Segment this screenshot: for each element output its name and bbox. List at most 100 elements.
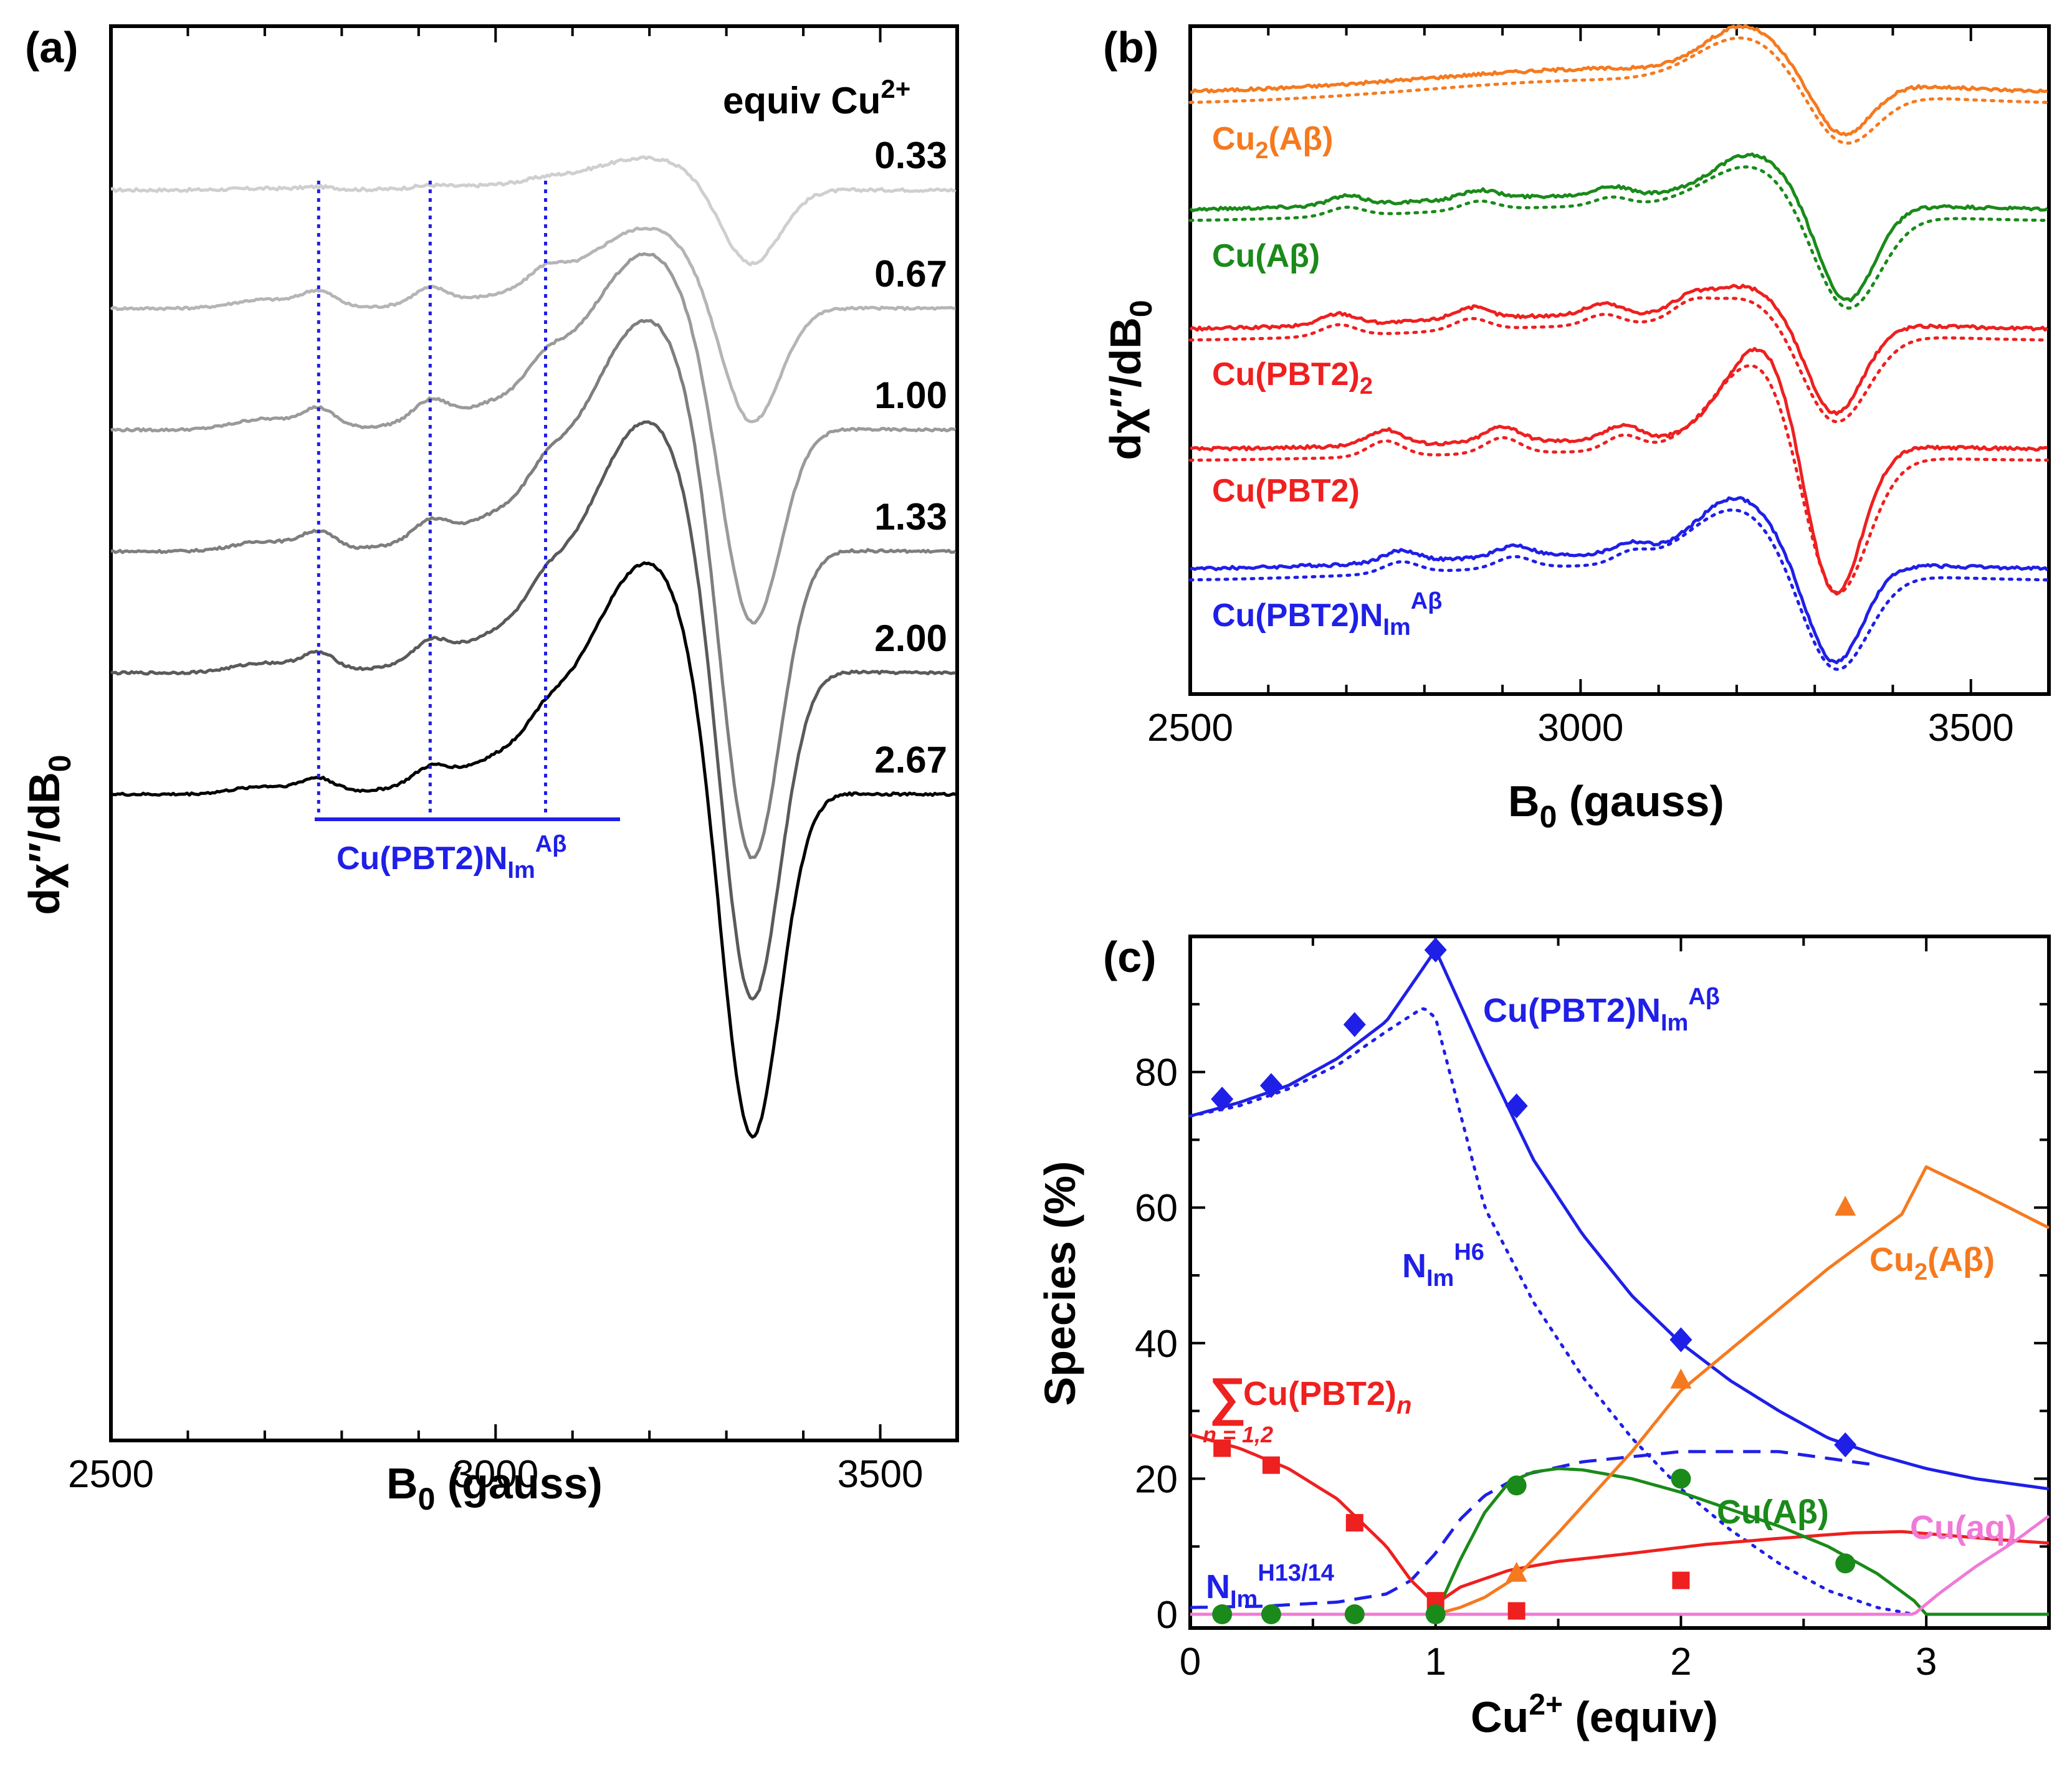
species-bracket-label: Cu(PBT2)NImAβ — [337, 831, 566, 883]
label-cu-pbt2-nim-b: Cu(PBT2)NImAβ — [1212, 588, 1442, 640]
a-equiv-label-1.33: 1.33 — [874, 496, 947, 538]
label-cu2-abeta-b: Cu2(Aβ) — [1212, 121, 1333, 164]
panel-c-ylabel: Species (%) — [1036, 1161, 1084, 1406]
panel-a-frame — [109, 24, 959, 1442]
panel-c-frame — [1188, 935, 2051, 1630]
c-point-3-0 — [1506, 1561, 1527, 1582]
c-ytick-label-60: 60 — [1135, 1187, 1178, 1230]
label-nim-h13-14: NImH13/14 — [1206, 1560, 1334, 1612]
label-cu-pbt2-b: Cu(PBT2) — [1212, 473, 1360, 509]
panel-a-label: (a) — [25, 23, 79, 72]
b-spectrum-0 — [1190, 24, 2048, 137]
c-point-2-3 — [1425, 1604, 1446, 1624]
c-curve-4 — [1434, 1467, 2049, 1616]
panel-a-xlabel: B0 (gauss) — [386, 1459, 603, 1516]
a-spectrum-2.00 — [110, 420, 956, 1001]
panel-b-ticks: 2500 3000 3500 — [1147, 26, 2050, 750]
b-spectrum-fit-3 — [1188, 364, 2049, 594]
a-spectrum-1.00 — [110, 252, 957, 625]
panel-b-ylabel: dχ″/dB0 — [1101, 300, 1158, 460]
a-spectrum-2.67 — [110, 561, 957, 1139]
panel-c-xlabel: Cu2+ (equiv) — [1471, 1688, 1718, 1741]
b-xtick-label-3000: 3000 — [1537, 707, 1623, 750]
panel-b-frame — [1188, 24, 2051, 696]
c-point-1-4 — [1507, 1602, 1525, 1620]
panel-a-ticks: 2500 3000 3500 — [68, 26, 958, 1496]
b-spectrum-fit-4 — [1188, 508, 2049, 671]
c-xtick-label-0: 0 — [1180, 1640, 1201, 1683]
c-point-1-0 — [1213, 1439, 1231, 1457]
panel-a-marker-lines — [317, 181, 548, 819]
c-curve-3 — [1190, 1433, 2050, 1606]
panel-a-equiv-labels: 0.33 0.67 1.00 1.33 2.00 2.67 — [874, 135, 947, 781]
c-point-1-1 — [1262, 1456, 1280, 1474]
c-point-0-4 — [1505, 1093, 1528, 1118]
panel-c-curves — [1188, 949, 2050, 1616]
panel-a: (a) 2500 3000 3500 equiv Cu2+ 0.33 0.67 1.00… — [20, 23, 959, 1516]
c-xtick-label-1: 1 — [1425, 1640, 1446, 1683]
label-cu-aq: Cu(aq) — [1910, 1509, 2017, 1546]
panel-c-points — [1211, 937, 1857, 1624]
c-point-0-3 — [1424, 937, 1447, 963]
label-cu-abeta-c: Cu(Aβ) — [1717, 1493, 1829, 1531]
a-xtick-label-2500: 2500 — [68, 1453, 154, 1496]
c-point-0-0 — [1211, 1087, 1234, 1112]
label-cu2-abeta-c: Cu2(Aβ) — [1869, 1241, 1995, 1285]
c-point-0-5 — [1669, 1327, 1692, 1353]
a-equiv-label-0.33: 0.33 — [874, 135, 947, 176]
c-point-1-2 — [1345, 1514, 1363, 1532]
c-curve-6 — [1190, 1515, 2050, 1616]
c-point-2-1 — [1261, 1604, 1281, 1624]
b-spectrum-2 — [1189, 283, 2049, 416]
label-sum-cu-pbt2-n: ∑ Cu(PBT2)n n = 1,2 — [1203, 1367, 1411, 1447]
panel-b-spectra — [1188, 24, 2049, 671]
c-point-2-6 — [1835, 1553, 1856, 1574]
a-equiv-label-1.00: 1.00 — [874, 374, 947, 416]
a-spectrum-1.33 — [110, 318, 957, 860]
b-spectrum-fit-2 — [1188, 296, 2049, 424]
a-spectrum-0.67 — [110, 226, 956, 424]
b-spectrum-3 — [1190, 346, 2048, 596]
c-ytick-label-0: 0 — [1157, 1594, 1178, 1637]
b-spectrum-4 — [1190, 496, 2049, 665]
c-point-0-1 — [1259, 1073, 1282, 1098]
panel-c-label: (c) — [1103, 933, 1157, 981]
label-cu-pbt2-2-b: Cu(PBT2)2 — [1212, 356, 1373, 399]
c-point-2-5 — [1671, 1468, 1691, 1489]
c-point-3-2 — [1835, 1196, 1856, 1216]
c-xtick-label-3: 3 — [1916, 1640, 1937, 1683]
label-cu-abeta-b: Cu(Aβ) — [1212, 238, 1320, 274]
a-xtick-label-3000: 3000 — [452, 1453, 538, 1496]
equiv-header: equiv Cu2+ — [723, 74, 910, 121]
a-equiv-label-2.00: 2.00 — [874, 617, 947, 659]
c-xtick-label-2: 2 — [1670, 1640, 1691, 1683]
a-xtick-label-3500: 3500 — [838, 1453, 924, 1496]
b-xtick-label-2500: 2500 — [1147, 707, 1233, 750]
c-point-3-1 — [1670, 1368, 1692, 1389]
c-ytick-label-20: 20 — [1135, 1458, 1178, 1501]
c-ytick-label-80: 80 — [1135, 1052, 1178, 1095]
label-cu-pbt2-nim-c: Cu(PBT2)NImAβ — [1483, 984, 1720, 1036]
a-equiv-label-2.67: 2.67 — [874, 739, 947, 781]
svg-text:n = 1,2: n = 1,2 — [1203, 1422, 1273, 1447]
panel-b-label: (b) — [1103, 23, 1158, 72]
panel-c: (c) 0 1 2 3 0 20 40 60 80 Cu(PBT2)NImAβ NImH6 Cu… — [1036, 933, 2051, 1741]
svg-text:∑: ∑ — [1209, 1367, 1246, 1426]
c-point-2-0 — [1212, 1604, 1233, 1624]
c-curve-1 — [1188, 1007, 1916, 1616]
c-point-2-4 — [1506, 1475, 1527, 1496]
panel-b-xlabel: B0 (gauss) — [1508, 777, 1724, 834]
panel-b: (b) 2500 3000 3500 Cu2(Aβ) Cu(Aβ) Cu(PBT2)… — [1101, 23, 2051, 834]
c-ytick-label-40: 40 — [1135, 1323, 1178, 1366]
c-point-2-2 — [1344, 1604, 1365, 1624]
panel-a-ylabel: dχ″/dB0 — [20, 754, 77, 915]
c-point-0-2 — [1343, 1012, 1366, 1037]
c-curve-5 — [1435, 1165, 2050, 1616]
a-spectrum-0.33 — [110, 155, 957, 267]
c-point-0-6 — [1834, 1432, 1857, 1457]
panel-a-spectra — [110, 155, 957, 1139]
svg-text:Cu(PBT2)n: Cu(PBT2)n — [1243, 1375, 1411, 1419]
c-curve-0 — [1190, 949, 2050, 1491]
b-xtick-label-3500: 3500 — [1928, 707, 2014, 750]
b-spectrum-1 — [1189, 152, 2048, 303]
